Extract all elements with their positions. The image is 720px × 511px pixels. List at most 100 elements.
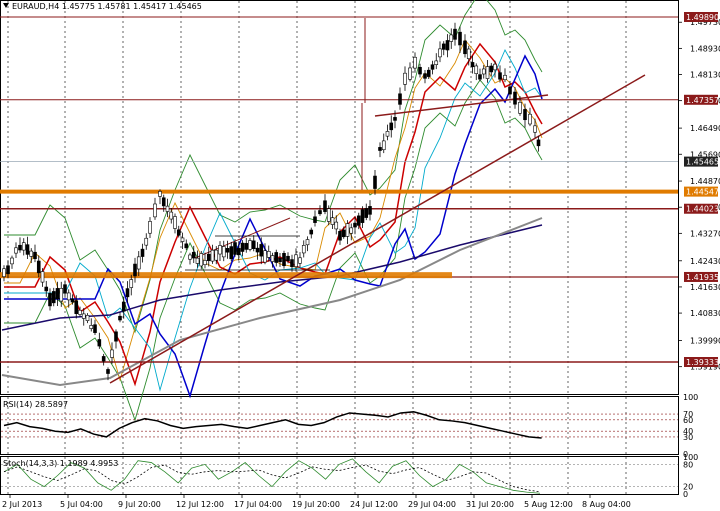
candle-body [14, 247, 18, 254]
candle-body [503, 74, 507, 81]
time-label: 9 Jul 20:00 [118, 500, 161, 509]
candle-body [251, 240, 256, 250]
candle-body [144, 237, 149, 246]
price-tick-label: 1.39990 [690, 337, 720, 346]
candle-body [169, 211, 174, 220]
candle-body [244, 243, 249, 250]
candle-body [523, 109, 527, 121]
candle-body [294, 254, 298, 267]
time-label: 2 Jul 2013 [2, 500, 42, 509]
time-label: 12 Jul 12:00 [176, 500, 224, 509]
candle-body [74, 300, 79, 314]
candle-body [158, 191, 162, 197]
rsi-level-label: 70 [683, 410, 693, 419]
candle-body [51, 291, 56, 304]
candle-body [118, 315, 122, 321]
candle-body [81, 313, 86, 319]
candle-body [466, 48, 471, 59]
candle-body [29, 250, 34, 257]
symbol-arrow-icon [3, 3, 9, 8]
candle-body [255, 247, 260, 253]
price-tag [684, 186, 718, 197]
time-label: 8 Aug 04:00 [582, 500, 631, 509]
stoch-level-label: 20 [683, 483, 693, 492]
candle-body [474, 65, 479, 74]
time-label: 31 Jul 20:00 [466, 500, 514, 509]
candle-body [373, 175, 377, 189]
price-tick-label: 1.45690 [690, 150, 720, 159]
candle-body [229, 246, 234, 260]
candle-body [353, 222, 357, 228]
ma-fast [4, 42, 543, 387]
candle-body [364, 208, 369, 218]
candle-body [236, 248, 241, 256]
horizontal-levels[interactable] [0, 16, 678, 363]
price-tag-label: 1.49890 [686, 13, 719, 22]
candle-body [63, 284, 67, 294]
candle-body [240, 242, 245, 252]
price-tag [684, 12, 718, 22]
price-tick-label: 1.41630 [690, 283, 720, 292]
rsi-level-label: 40 [683, 427, 693, 436]
candle-body [55, 288, 60, 300]
candle-body [180, 237, 185, 242]
candle-body [282, 253, 286, 267]
rsi-level-label: 0 [683, 450, 688, 459]
candle-body [21, 242, 26, 251]
candle-body [426, 69, 431, 77]
candle-body [290, 259, 294, 267]
price-tick-label: 1.42430 [690, 257, 720, 266]
candle-body [36, 260, 41, 274]
candle-body [508, 86, 512, 95]
price-tag-label: 1.44023 [686, 205, 719, 214]
price-tick-label: 1.48130 [690, 71, 720, 80]
candle-body [110, 349, 114, 358]
main-chart-panel[interactable] [0, 0, 679, 395]
bollinger-upper [4, 0, 543, 334]
candle-body [153, 203, 157, 218]
candle-body [323, 200, 327, 212]
candle-body [360, 209, 365, 223]
rsi-level-label: 30 [683, 433, 693, 442]
candle-body [513, 91, 517, 105]
stoch-level-label: 100 [683, 453, 698, 462]
candle-body [408, 67, 412, 80]
rsi-line [3, 411, 542, 439]
candle-body [2, 268, 6, 277]
candle-body [449, 34, 454, 42]
candle-body [195, 257, 200, 264]
candle-body [203, 260, 207, 265]
candle-body [140, 248, 145, 257]
candle-body [161, 197, 166, 207]
candle-body [453, 28, 457, 40]
candle-body [18, 244, 22, 251]
candle-body [274, 252, 279, 263]
rsi-panel[interactable] [0, 396, 679, 455]
candle-body [148, 221, 152, 234]
candle-body [398, 93, 402, 105]
price-tag-label: 1.39333 [686, 358, 719, 367]
candle-body [385, 131, 390, 137]
candle-body [101, 356, 106, 362]
candle-body [248, 240, 252, 250]
candle-body [10, 257, 14, 265]
candle-body [356, 215, 361, 226]
trendlines[interactable] [109, 74, 646, 384]
candle-body [125, 288, 130, 298]
time-label: 19 Jul 20:00 [292, 500, 340, 509]
stochastic-panel[interactable] [0, 456, 679, 495]
candle-body [199, 253, 204, 267]
time-label: 17 Jul 04:00 [234, 500, 282, 509]
stoch-title: Stoch(14,3,3) 1.1989 4.9953 [3, 459, 118, 468]
price-tag [684, 357, 718, 367]
candle-body [206, 253, 211, 262]
candle-body [441, 43, 446, 50]
candlesticks [2, 22, 541, 381]
candle-body [305, 239, 310, 246]
candle-body [313, 216, 317, 223]
candle-body [485, 66, 490, 79]
candle-body [173, 216, 177, 229]
ma-teal [4, 48, 543, 392]
candle-body [413, 56, 417, 69]
